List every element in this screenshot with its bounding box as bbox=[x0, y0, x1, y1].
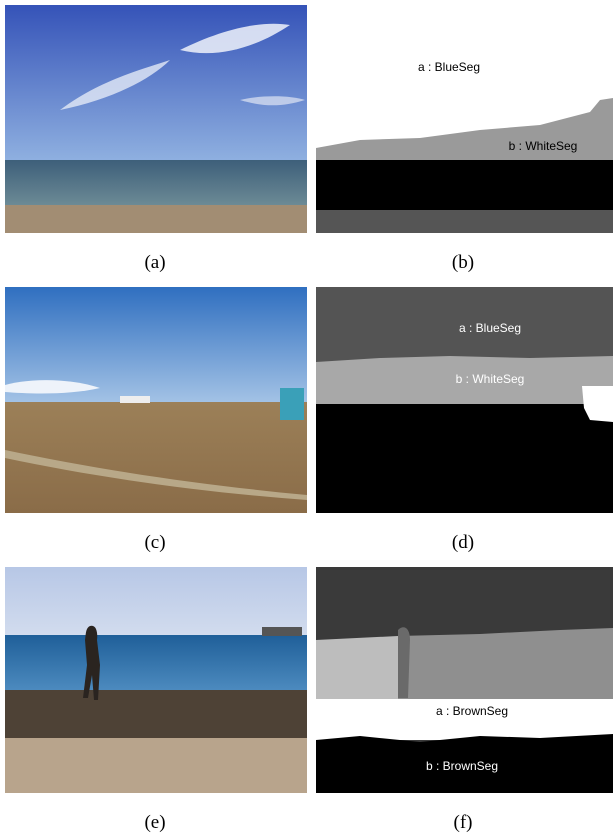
segment-label: a : BrownSeg bbox=[436, 704, 508, 718]
photo-a bbox=[5, 5, 307, 233]
segment-label: b : BrownSeg bbox=[426, 759, 498, 773]
segment-label: a : BlueSeg bbox=[418, 60, 480, 74]
segmentation-f: a : BrownSeg b : BrownSeg bbox=[316, 567, 613, 793]
caption: (a) bbox=[144, 252, 165, 273]
caption: (d) bbox=[452, 532, 474, 553]
caption: (b) bbox=[452, 252, 474, 273]
segment-label: b : WhiteSeg bbox=[456, 372, 525, 386]
caption: (f) bbox=[454, 812, 473, 833]
segmentation-b: a : BlueSeg b : WhiteSeg bbox=[316, 5, 613, 233]
photo-c bbox=[5, 287, 307, 513]
caption: (c) bbox=[144, 532, 165, 553]
segment-label: b : WhiteSeg bbox=[509, 139, 578, 153]
segmentation-d: a : BlueSeg b : WhiteSeg bbox=[316, 287, 613, 513]
caption: (e) bbox=[144, 812, 165, 833]
figure: a : BlueSeg b : WhiteSeg (a) (b) a : Blu… bbox=[0, 0, 613, 834]
photo-e bbox=[5, 567, 307, 793]
segment-label: a : BlueSeg bbox=[459, 321, 521, 335]
